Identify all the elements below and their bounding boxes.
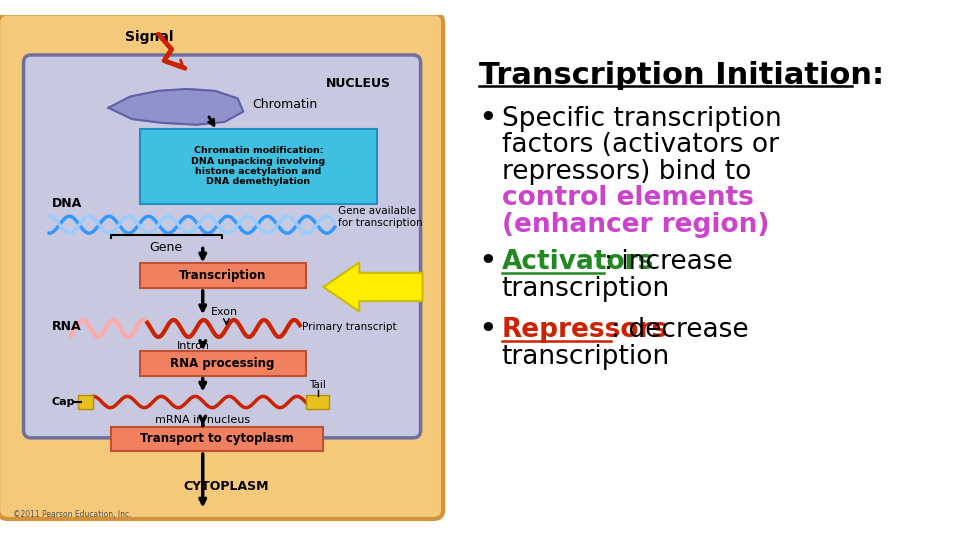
FancyBboxPatch shape (306, 395, 329, 409)
Text: Transcription Initiation:: Transcription Initiation: (479, 60, 884, 90)
FancyBboxPatch shape (111, 427, 323, 451)
Text: Cap: Cap (52, 397, 76, 407)
Text: Transport to cytoplasm: Transport to cytoplasm (140, 433, 294, 446)
Text: : increase: : increase (604, 249, 732, 275)
Text: RNA: RNA (52, 320, 82, 333)
Text: Gene: Gene (150, 241, 182, 254)
Text: control elements: control elements (502, 185, 754, 211)
Text: (enhancer region): (enhancer region) (502, 212, 769, 238)
Text: mRNA in nucleus: mRNA in nucleus (156, 415, 251, 425)
FancyBboxPatch shape (79, 395, 93, 409)
Text: •: • (479, 249, 495, 275)
Text: CYTOPLASM: CYTOPLASM (183, 481, 269, 494)
Text: Signal: Signal (125, 30, 173, 44)
Text: Tail: Tail (309, 380, 326, 390)
FancyBboxPatch shape (139, 264, 305, 288)
Text: Intron: Intron (178, 341, 210, 350)
Text: Chromatin modification:
DNA unpacking involving
histone acetylation and
DNA deme: Chromatin modification: DNA unpacking in… (191, 146, 325, 186)
Text: •: • (479, 317, 495, 343)
Text: factors (activators or: factors (activators or (502, 132, 779, 158)
FancyBboxPatch shape (24, 55, 420, 438)
Text: Chromatin: Chromatin (252, 98, 318, 111)
FancyBboxPatch shape (0, 14, 444, 519)
Text: Repressors: Repressors (502, 317, 668, 343)
Text: NUCLEUS: NUCLEUS (326, 77, 392, 90)
FancyBboxPatch shape (139, 129, 377, 204)
Text: DNA: DNA (52, 197, 83, 210)
FancyArrow shape (324, 262, 422, 312)
Text: Activators: Activators (502, 249, 654, 275)
FancyBboxPatch shape (139, 351, 305, 376)
Text: Gene available
for transcription: Gene available for transcription (338, 206, 422, 228)
Text: : decrease: : decrease (612, 317, 749, 343)
Polygon shape (108, 89, 243, 125)
Text: RNA processing: RNA processing (170, 357, 275, 370)
Text: •: • (479, 106, 495, 132)
Text: Exon: Exon (211, 307, 238, 317)
Text: Specific transcription: Specific transcription (502, 106, 781, 132)
Text: repressors) bind to: repressors) bind to (502, 159, 759, 185)
Text: transcription: transcription (502, 343, 670, 369)
Text: Transcription: Transcription (179, 269, 266, 282)
Text: ©2011 Pearson Education, Inc.: ©2011 Pearson Education, Inc. (13, 510, 132, 519)
Text: Primary transcript: Primary transcript (301, 322, 396, 332)
Text: transcription: transcription (502, 275, 670, 302)
